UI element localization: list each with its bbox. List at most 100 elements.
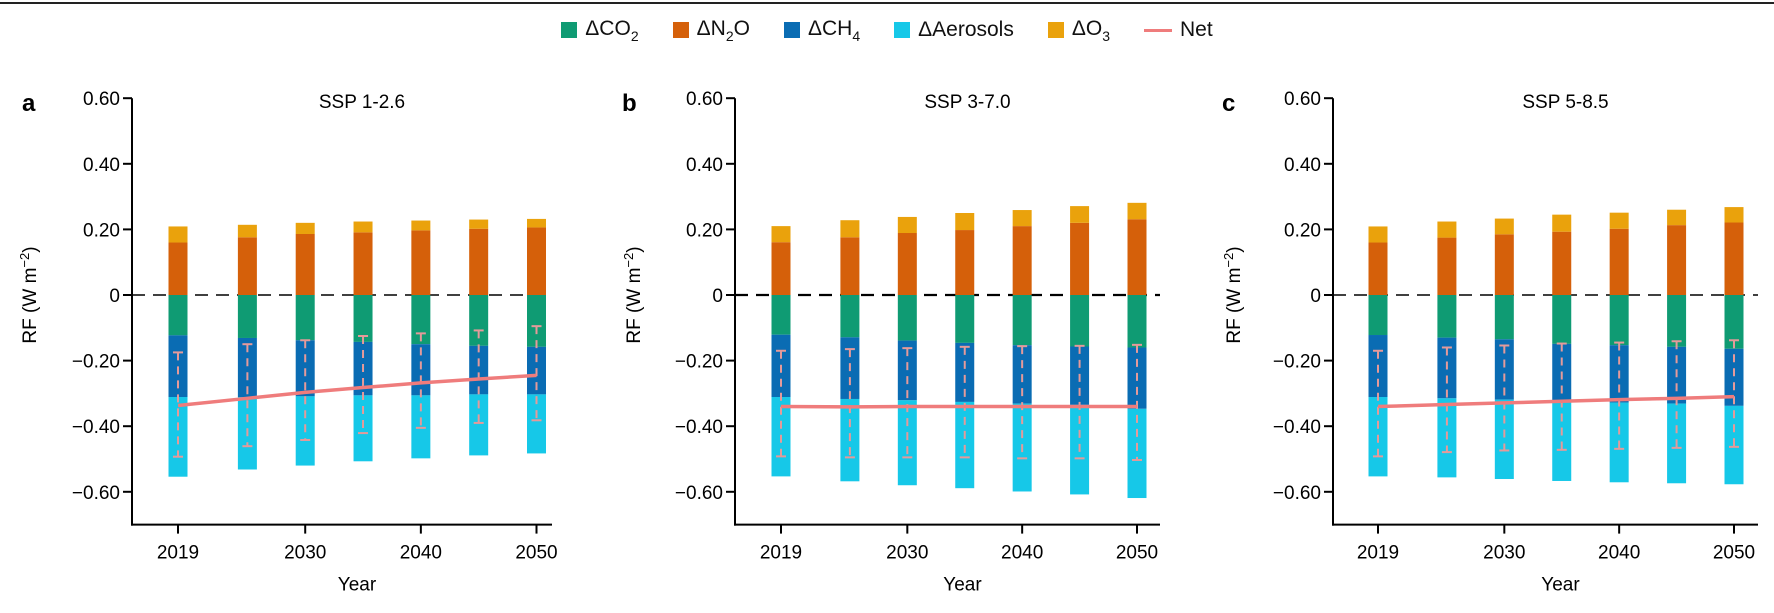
bar-segment-o3-2030 xyxy=(897,216,917,234)
bar-segment-co2-2030 xyxy=(295,295,315,341)
y-tick-label: 0.20 xyxy=(83,220,120,241)
bar-segment-co2-2040 xyxy=(1609,295,1629,346)
bar-segment-n2o-2045 xyxy=(1070,222,1090,295)
bar-segment-co2-2045 xyxy=(1667,295,1687,347)
x-tick-label: 2050 xyxy=(515,543,557,564)
legend-label-ch4: ΔCH4 xyxy=(807,16,861,44)
bar-segment-o3-2045 xyxy=(469,219,489,229)
bar-segment-n2o-2030 xyxy=(897,233,917,295)
bar-segment-n2o-2040 xyxy=(1609,228,1629,295)
y-tick-label: 0.60 xyxy=(1284,89,1321,110)
legend-item-o3: ΔO3 xyxy=(1047,16,1111,44)
bar-segment-o3-2035 xyxy=(955,213,975,231)
y-tick-label: −0.60 xyxy=(1273,483,1321,504)
y-axis-label: RF (W m−2) xyxy=(1221,246,1246,343)
legend-label-n2o: ΔN2O xyxy=(696,16,750,44)
bar-segment-aer-2050 xyxy=(527,394,546,454)
x-tick-label: 2019 xyxy=(157,543,199,564)
bar-segment-o3-2040 xyxy=(411,220,431,231)
x-tick-label: 2019 xyxy=(760,543,802,564)
panel-c: c SSP 5-8.5 RF (W m−2) 0.60 0.40 0.20 0 −0.20 −0… xyxy=(1221,89,1758,596)
bar-segment-co2-2030 xyxy=(1494,295,1514,340)
bar-segment-o3-2035 xyxy=(353,221,373,233)
y-axis-label-exponent: −2 xyxy=(621,253,636,268)
panel-a: a SSP 1-2.6 RF (W m−2) 0.60 0.40 0.20 0 −0.20 −0… xyxy=(17,89,558,595)
bar-segment-n2o-2025 xyxy=(840,237,860,295)
y-tick-label: 0.40 xyxy=(83,155,120,176)
bar-segment-o3-2025 xyxy=(1437,221,1457,238)
bar-segment-aer-2035 xyxy=(1552,400,1572,481)
bar-segment-co2-2040 xyxy=(1012,295,1032,346)
y-tick-label: −0.40 xyxy=(1273,417,1321,438)
legend-label-net: Net xyxy=(1180,18,1213,41)
y-tick-label: 0 xyxy=(1310,286,1321,307)
bar-segment-n2o-2040 xyxy=(1012,226,1032,295)
panel-letter: a xyxy=(22,90,36,117)
bar-segment-o3-2035 xyxy=(1552,214,1572,232)
y-axis-label-close: ) xyxy=(20,246,41,252)
bar-segment-n2o-2030 xyxy=(1494,234,1514,295)
bar-segment-n2o-2025 xyxy=(1437,237,1457,295)
bar-segment-ch4-2030 xyxy=(1494,339,1514,400)
y-tick-label: 0 xyxy=(109,286,120,307)
legend-swatch-aer xyxy=(894,22,911,38)
y-tick-label: 0.60 xyxy=(83,89,120,110)
y-axis-label: RF (W m−2) xyxy=(17,246,42,343)
x-axis-label: Year xyxy=(943,575,982,596)
x-tick-label: 2030 xyxy=(284,543,326,564)
top-rule xyxy=(0,2,1774,4)
y-tick-label: 0.20 xyxy=(686,220,723,241)
panel-letter: c xyxy=(1222,90,1235,117)
panel-title: SSP 5-8.5 xyxy=(1522,92,1608,113)
bar-segment-o3-2040 xyxy=(1609,212,1629,229)
x-tick-label: 2040 xyxy=(400,543,442,564)
legend-item-ch4: ΔCH4 xyxy=(783,16,861,44)
bar-segment-n2o-2035 xyxy=(353,232,373,295)
bar-segment-co2-2045 xyxy=(1070,295,1090,347)
bar-segment-co2-2050 xyxy=(1724,295,1744,349)
y-axis-label-close: ) xyxy=(1224,246,1245,252)
bar-segment-o3-2050 xyxy=(527,218,546,228)
bar-segment-ch4-2019 xyxy=(168,335,188,398)
bar-segment-o3-2040 xyxy=(1012,210,1032,227)
bar-segment-co2-2045 xyxy=(469,295,489,346)
bar-segment-co2-2025 xyxy=(237,295,257,338)
x-tick-label: 2019 xyxy=(1357,543,1399,564)
bar-segment-o3-2045 xyxy=(1070,206,1090,223)
bar-segment-o3-2045 xyxy=(1667,209,1687,226)
bar-segment-aer-2030 xyxy=(1494,399,1514,480)
x-axis-label: Year xyxy=(338,575,377,596)
bar-segment-o3-2019 xyxy=(1368,226,1388,243)
y-tick-label: 0 xyxy=(712,286,723,307)
legend-swatch-n2o xyxy=(672,22,689,38)
y-tick-label: −0.20 xyxy=(1273,352,1321,373)
bar-segment-o3-2030 xyxy=(295,222,315,234)
bar-segment-co2-2030 xyxy=(897,295,917,341)
legend-item-aer: ΔAerosols xyxy=(894,18,1014,42)
bar-segment-co2-2025 xyxy=(1437,295,1457,338)
bar-segment-o3-2025 xyxy=(237,224,257,238)
y-axis-label-exponent: −2 xyxy=(1221,253,1236,268)
bar-segment-n2o-2019 xyxy=(771,242,791,295)
legend-swatch-co2 xyxy=(561,22,578,38)
bar-segment-ch4-2030 xyxy=(897,340,917,401)
bar-segment-n2o-2050 xyxy=(1724,222,1744,295)
legend-label-aer: ΔAerosols xyxy=(918,18,1014,41)
legend-item-net: Net xyxy=(1144,18,1213,42)
legend-swatch-o3 xyxy=(1047,22,1064,38)
bar-segment-n2o-2030 xyxy=(295,233,315,295)
y-axis-label: RF (W m−2) xyxy=(621,246,646,343)
y-tick-label: −0.40 xyxy=(72,417,120,438)
x-tick-label: 2050 xyxy=(1116,543,1158,564)
legend-label-o3: ΔO3 xyxy=(1071,16,1111,44)
bar-segment-aer-2050 xyxy=(1127,408,1147,499)
y-tick-label: −0.40 xyxy=(675,417,723,438)
bar-segment-o3-2050 xyxy=(1724,207,1744,223)
bar-segment-ch4-2035 xyxy=(955,342,975,402)
y-tick-label: −0.20 xyxy=(72,352,120,373)
legend-swatch-ch4 xyxy=(783,22,800,38)
y-tick-label: −0.20 xyxy=(675,352,723,373)
bar-segment-n2o-2045 xyxy=(1667,225,1687,295)
x-tick-label: 2050 xyxy=(1713,543,1755,564)
